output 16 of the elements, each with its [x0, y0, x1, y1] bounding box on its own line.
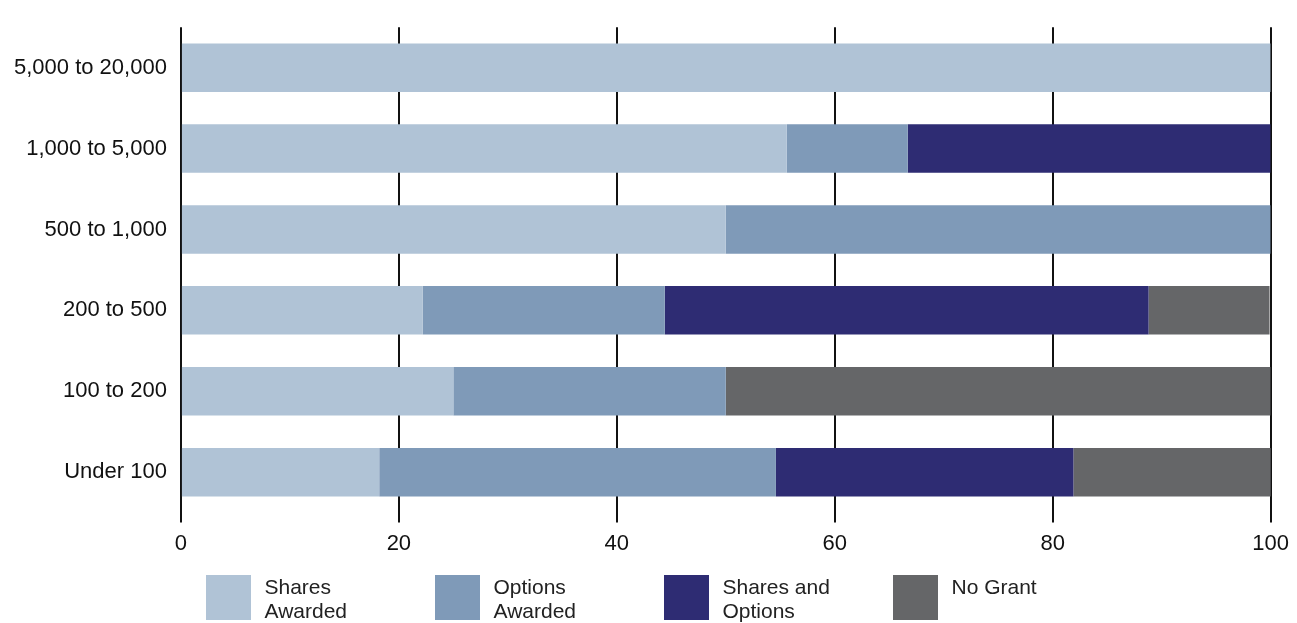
y-tick-label: 1,000 to 5,000	[26, 134, 167, 160]
y-tick-label: 100 to 200	[62, 377, 167, 403]
x-tick-label: 100	[1252, 529, 1290, 555]
x-tick-label: 60	[822, 529, 847, 555]
x-tick-label: 20	[386, 529, 412, 555]
legend-label: Options Awarded	[493, 575, 577, 623]
y-tick-label: Under 100	[64, 458, 167, 484]
y-tick-label: 200 to 500	[62, 296, 167, 322]
x-tick-label: 40	[604, 529, 630, 555]
y-tick-label: 5,000 to 20,000	[13, 53, 167, 79]
y-tick-label: 500 to 1,000	[44, 215, 167, 241]
x-tick-label: 0	[174, 529, 188, 555]
legend-label: Shares Awarded	[264, 575, 348, 623]
legend-label: Shares and Options	[722, 575, 831, 623]
legend-label: No Grant	[951, 575, 1038, 599]
x-tick-label: 80	[1040, 529, 1065, 555]
